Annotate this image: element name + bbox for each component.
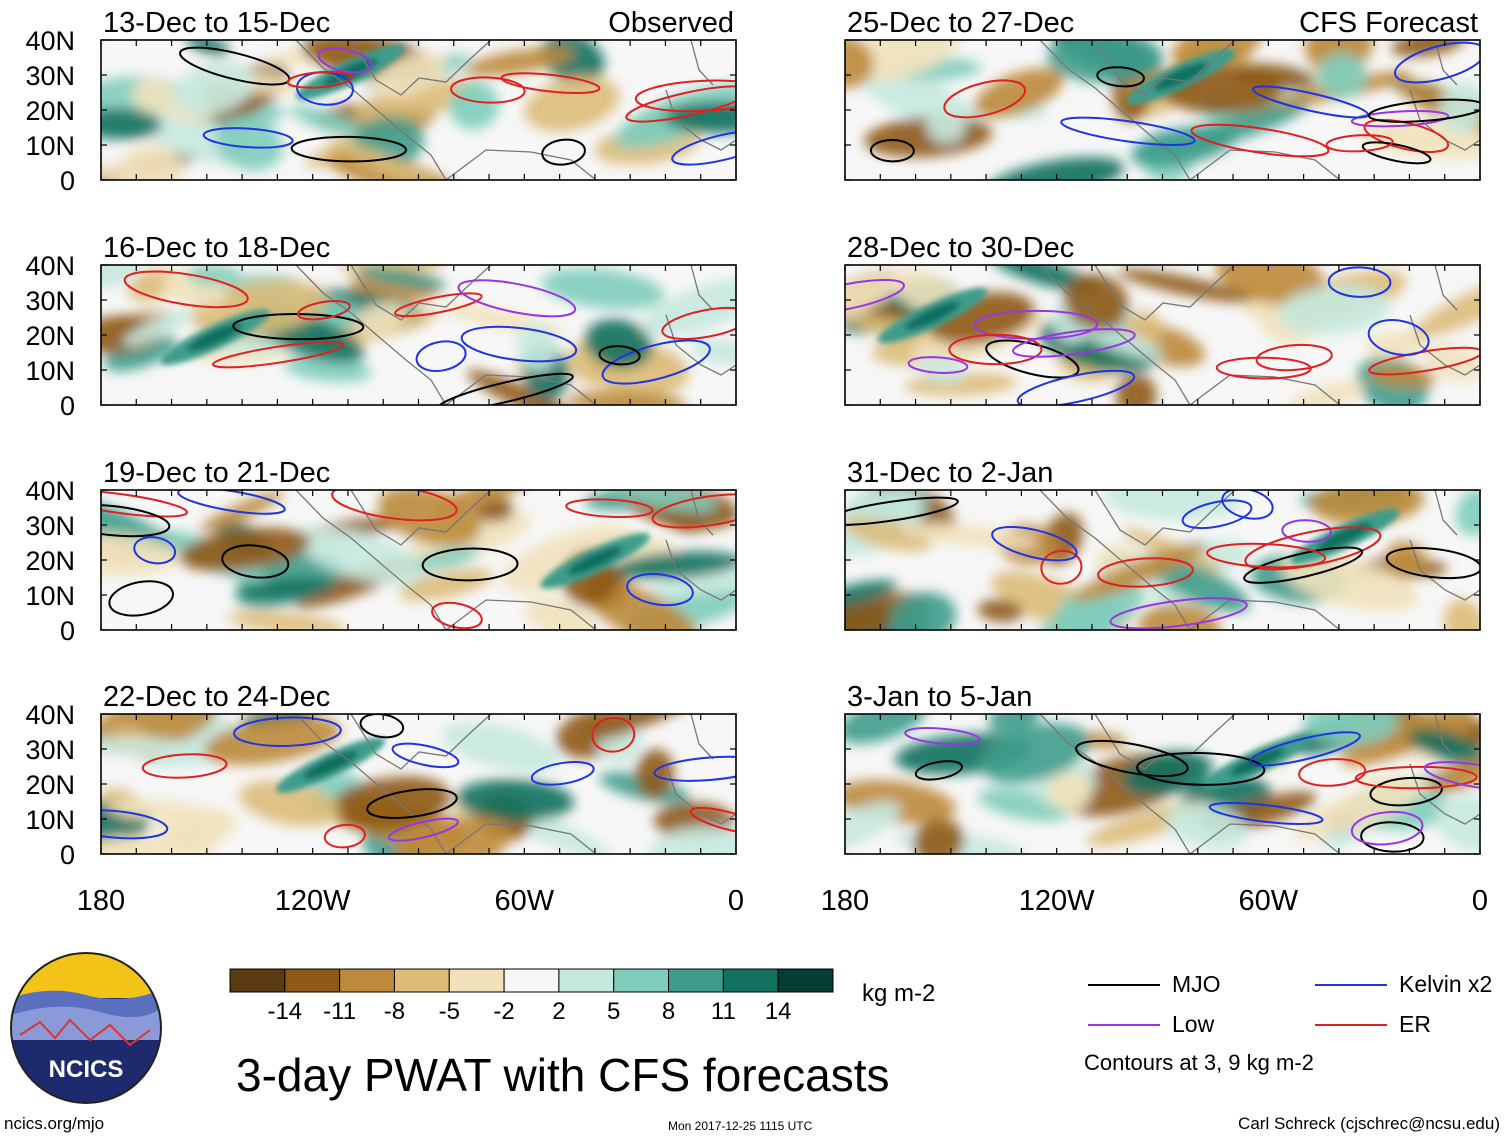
panel-title: 22-Dec to 24-Dec (103, 681, 330, 713)
wave-contours (179, 46, 736, 166)
coastline (1039, 714, 1480, 854)
x-tick-label: 60W (495, 885, 555, 917)
y-tick-label: 30N (25, 286, 75, 316)
legend-label: Kelvin x2 (1399, 971, 1493, 997)
panel-title: 19-Dec to 21-Dec (103, 457, 330, 489)
wave-contours (904, 726, 1480, 853)
pwat-anomaly-field (845, 490, 1480, 630)
colorbar-label: 5 (607, 998, 621, 1025)
colorbar-label: -11 (323, 998, 357, 1025)
panel-p5: 25-Dec to 27-Dec CFS Forecast (844, 7, 1481, 181)
panel-tag: Observed (608, 7, 734, 39)
y-tick-label: 40N (25, 476, 75, 506)
colorbar-swatch (613, 968, 670, 993)
y-tick-label: 10N (25, 581, 75, 611)
y-tick-label: 10N (25, 131, 75, 161)
y-tick-label: 0 (60, 166, 75, 196)
colorbar-swatch (668, 968, 724, 993)
colorbar-label: -2 (493, 998, 515, 1025)
coastline (1039, 490, 1480, 630)
x-tick-label: 180 (821, 885, 869, 917)
colorbar-label: -8 (383, 998, 406, 1025)
ncics-logo: NCICS (10, 952, 162, 1104)
colorbar-label: -14 (267, 998, 303, 1025)
x-tick-label: 180 (77, 885, 125, 917)
y-tick-label: 0 (60, 616, 75, 646)
legend-label: Low (1172, 1011, 1215, 1037)
panel-title: 3-Jan to 5-Jan (847, 681, 1032, 713)
colorbar-label: 14 (764, 998, 792, 1025)
colorbar-swatch (558, 968, 615, 993)
y-tick-label: 20N (25, 96, 75, 126)
panel-title: 28-Dec to 30-Dec (847, 232, 1074, 264)
x-tick-label: 60W (1239, 885, 1299, 917)
legend-label: MJO (1172, 971, 1221, 997)
colorbar-label: -5 (438, 998, 460, 1025)
colorbar-swatch (777, 968, 834, 993)
panel-p7: 31-Dec to 2-Jan (844, 457, 1481, 631)
colorbar-swatch (393, 968, 450, 993)
panel-p8: 3-Jan to 5-Jan 180 120W 60W 0 (821, 681, 1488, 917)
x-tick-label: 0 (1472, 885, 1488, 917)
colorbar-swatch (229, 968, 286, 993)
colorbar-label: 8 (661, 998, 676, 1025)
panel-p2: 16-Dec to 18-Dec 40N 30N 20N 10N 0 (25, 232, 737, 421)
footer-link[interactable]: ncics.org/mjo (4, 1114, 105, 1133)
y-tick-label: 40N (25, 700, 75, 730)
colorbar-swatch (503, 968, 560, 993)
wave-contours (845, 490, 1480, 630)
figure-title: 3-day PWAT with CFS forecasts (236, 1049, 890, 1101)
panel-title: 31-Dec to 2-Jan (847, 457, 1053, 489)
colorbar-units: kg m-2 (862, 980, 936, 1007)
pwat-anomaly-field (845, 40, 1480, 180)
colorbar-swatch (284, 968, 341, 993)
y-tick-label: 0 (60, 840, 75, 870)
y-tick-label: 40N (25, 251, 75, 281)
panel-title: 13-Dec to 15-Dec (103, 7, 330, 39)
y-tick-label: 20N (25, 321, 75, 351)
pwat-anomaly-field (101, 40, 736, 180)
colorbar-label: 11 (710, 998, 736, 1025)
pwat-anomaly-field (845, 265, 1480, 405)
y-tick-label: 10N (25, 805, 75, 835)
colorbar-swatch (722, 968, 779, 993)
x-tick-label: 0 (728, 885, 744, 917)
panel-title: 16-Dec to 18-Dec (103, 232, 330, 264)
legend-label: ER (1399, 1011, 1431, 1037)
y-tick-label: 20N (25, 770, 75, 800)
contour-note: Contours at 3, 9 kg m-2 (1084, 1050, 1314, 1075)
pwat-anomaly-field (845, 714, 1480, 854)
x-tick-label: 120W (275, 885, 351, 917)
pwat-anomaly-field (101, 714, 736, 854)
wave-contours (845, 266, 1480, 405)
footer-timestamp: Mon 2017-12-25 1115 UTC (668, 1119, 813, 1133)
y-tick-label: 30N (25, 735, 75, 765)
pwat-anomaly-field (101, 490, 736, 630)
wave-contours (869, 41, 1480, 165)
pwat-anomaly-field (101, 265, 736, 405)
y-tick-label: 10N (25, 356, 75, 386)
y-tick-label: 30N (25, 61, 75, 91)
panel-tag: CFS Forecast (1299, 7, 1478, 39)
y-tick-label: 20N (25, 546, 75, 576)
wave-contours (101, 490, 736, 630)
y-tick-label: 30N (25, 511, 75, 541)
panel-p6: 28-Dec to 30-Dec (844, 232, 1481, 406)
logo-text: NCICS (49, 1056, 124, 1083)
panel-title: 25-Dec to 27-Dec (847, 7, 1074, 39)
coastline (295, 490, 736, 630)
colorbar-label: 2 (552, 998, 566, 1025)
footer-credit: Carl Schreck (cjschrec@ncsu.edu) (1238, 1114, 1500, 1133)
colorbar-swatch (339, 968, 395, 993)
panel-p3: 19-Dec to 21-Dec 40N 30N 20N 10N 0 (25, 457, 737, 646)
y-tick-label: 0 (60, 391, 75, 421)
panel-p1: 13-Dec to 15-Dec Observed 40N 30N 20N 10N 0 (25, 7, 737, 196)
y-tick-label: 40N (25, 26, 75, 56)
coastline (1039, 265, 1480, 405)
colorbar-swatch (448, 968, 505, 993)
x-tick-label: 120W (1019, 885, 1095, 917)
wave-contours (123, 270, 736, 405)
